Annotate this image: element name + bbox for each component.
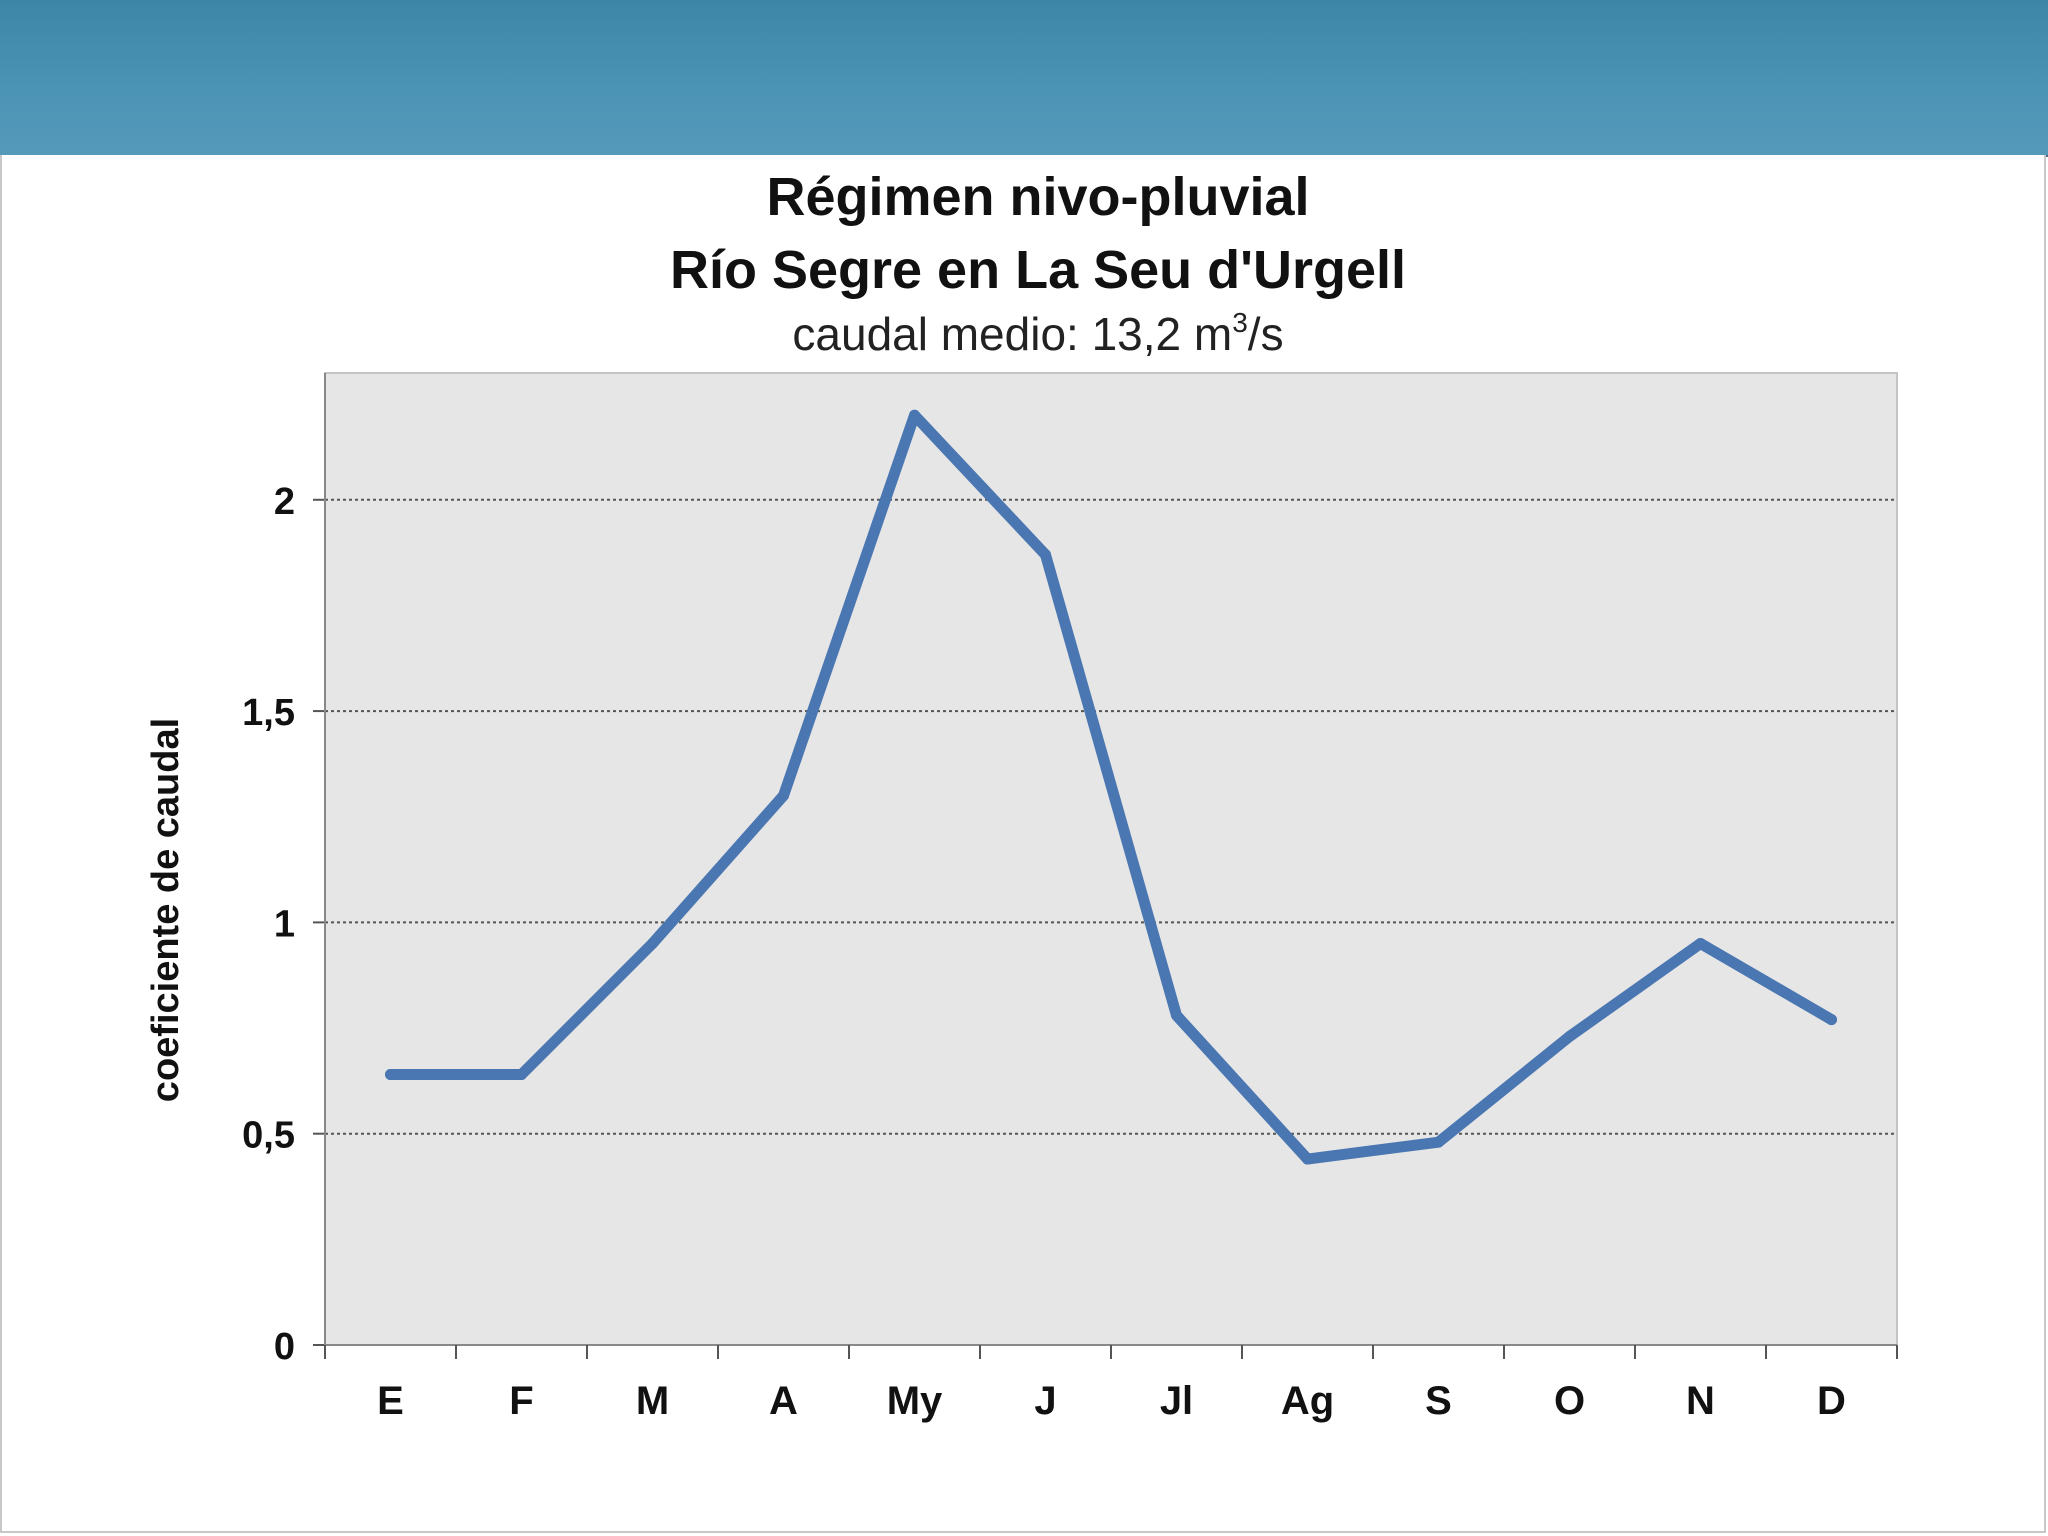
data-point [385,1069,396,1081]
x-tick-label: O [1554,1379,1585,1423]
data-point [1302,1153,1313,1165]
x-tick-label: J [1034,1379,1056,1423]
y-axis-label: coeficiente de caudal [145,718,187,1102]
data-point [1695,938,1706,950]
chart-title-line1: Régimen nivo-pluvial [766,167,1309,227]
series-line [385,409,1837,1165]
data-point [1433,1136,1444,1148]
data-point [647,938,658,950]
chart-title-line2: Río Segre en La Seu d'Urgell [670,240,1406,300]
x-tick-label: N [1686,1379,1715,1423]
subtitle-suffix: /s [1248,308,1284,360]
x-tick-label: S [1425,1379,1452,1423]
y-tick-label: 1,5 [242,692,295,734]
data-point [1171,1009,1182,1021]
y-tick-label: 1 [274,903,295,945]
data-point [1040,549,1051,561]
y-tick-label: 0 [274,1326,295,1368]
plot-area: 0 0,5 1 1,5 2 E F M A My J Jl Ag S O N D [242,372,1898,1423]
y-tick-label: 0,5 [242,1115,295,1157]
x-tick-label: Jl [1160,1379,1193,1423]
plot-background [324,372,1898,1346]
x-tick-label: A [769,1379,798,1423]
x-tick-label: E [377,1379,404,1423]
subtitle-prefix: caudal medio: 13,2 m [792,308,1232,360]
data-point [909,409,920,421]
x-tick-label: M [636,1379,669,1423]
data-point [778,790,789,802]
x-tick-label: Ag [1281,1379,1334,1423]
x-tick-label: D [1817,1379,1846,1423]
data-point [516,1069,527,1081]
x-tick-label: My [887,1379,943,1423]
x-tick-label: F [509,1379,533,1423]
subtitle-superscript: 3 [1232,307,1248,338]
chart-subtitle: caudal medio: 13,2 m3/s [792,307,1283,360]
data-point [1564,1030,1575,1042]
data-point [1826,1014,1837,1026]
y-tick-label: 2 [274,481,295,523]
